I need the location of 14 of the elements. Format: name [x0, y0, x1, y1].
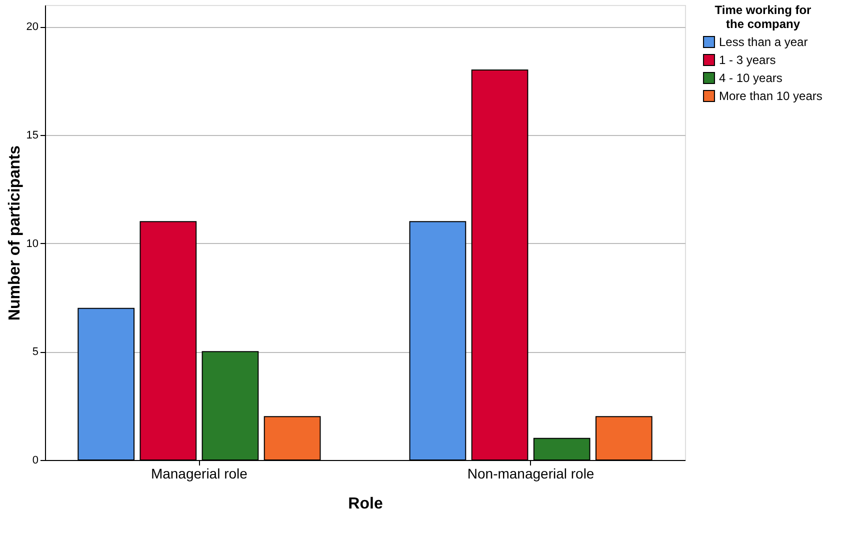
x-axis-title: Role	[348, 496, 383, 512]
y-tick-label: 10	[26, 238, 38, 250]
x-tick-label: Managerial role	[150, 466, 248, 482]
legend-label: More than 10 years	[719, 89, 822, 103]
y-tick-label: 15	[26, 130, 38, 142]
legend-label: 4 - 10 years	[719, 71, 782, 85]
y-tick-label: 0	[32, 454, 38, 466]
legend-title: Time working for the company	[714, 3, 812, 31]
legend-label: 1 - 3 years	[719, 53, 776, 67]
y-tick-label: 5	[32, 346, 38, 358]
legend-label: Less than a year	[719, 35, 808, 49]
x-tick-label: Non-managerial role	[467, 466, 594, 482]
y-axis-title: Number of participants	[6, 145, 24, 321]
y-tick-label: 20	[26, 21, 38, 34]
